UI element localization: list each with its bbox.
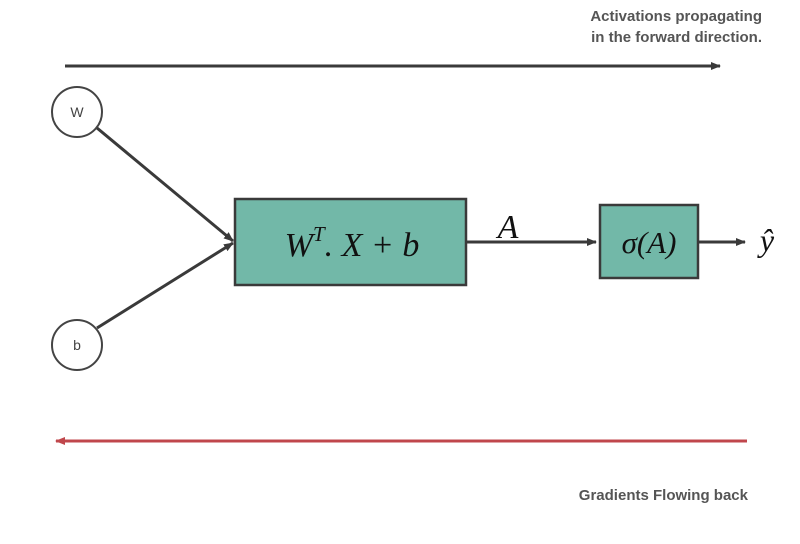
forward-caption-line1: Activations propagating — [590, 8, 762, 25]
weight-node-label: W — [70, 104, 84, 120]
bias-node: b — [51, 319, 103, 371]
weight-node: W — [51, 86, 103, 138]
sigmoid-formula: σ(A) — [622, 225, 677, 260]
bias-edge — [96, 241, 234, 330]
linear-formula: WT. X + b — [285, 222, 420, 264]
bias-node-label: b — [73, 337, 81, 353]
weight-edge — [96, 126, 234, 243]
linear-box: WT. X + b — [233, 197, 468, 287]
forward-caption-line2: in the forward direction. — [591, 29, 762, 46]
activation-label: A — [496, 209, 519, 246]
sigmoid-box: σ(A) — [598, 203, 700, 280]
backward-caption: Gradients Flowing back — [579, 487, 749, 504]
output-label: ŷ — [757, 222, 775, 258]
